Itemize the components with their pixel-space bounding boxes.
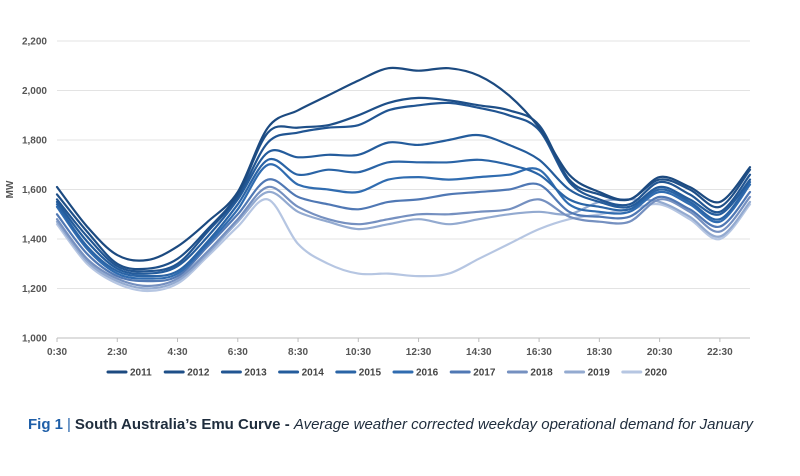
y-tick-label: 1,200 (22, 284, 47, 295)
series-line-2013 (55, 101, 752, 273)
grid-lines (57, 40, 750, 339)
legend-label-2012: 2012 (187, 368, 210, 379)
x-tick-label: 10:30 (346, 347, 372, 358)
x-tick-label: 14:30 (466, 347, 492, 358)
legend-label-2020: 2020 (645, 368, 668, 379)
series-line-2017 (55, 178, 752, 283)
legend: 2011 2012 2013 2014 2015 2016 2017 2018 2019 2020 (106, 368, 668, 379)
series-line-2018 (55, 185, 752, 288)
series-line-2020 (55, 198, 752, 293)
y-tick-label: 2,200 (22, 37, 47, 48)
emu-curve-chart: 1,000 1,200 1,400 1,600 1,800 2,000 2,200 MW 0:3… (5, 37, 752, 379)
y-tick-label: 1,800 (22, 136, 47, 147)
x-tick-label: 2:30 (107, 347, 127, 358)
series-line-2011 (55, 66, 752, 262)
legend-label-2014: 2014 (302, 368, 325, 379)
y-tick-label: 2,000 (22, 86, 47, 97)
series-line-2014 (55, 133, 752, 275)
caption-title: South Australia’s Emu Curve - (74, 416, 290, 433)
y-tick-label: 1,400 (22, 235, 47, 246)
axes: 1,000 1,200 1,400 1,600 1,800 2,000 2,200 MW 0:3… (5, 37, 733, 359)
x-tick-label: 0:30 (47, 347, 67, 358)
series-lines (55, 66, 752, 293)
series-line-2015 (55, 157, 752, 278)
x-tick-label: 20:30 (647, 347, 673, 358)
y-tick-label: 1,600 (22, 185, 47, 196)
legend-label-2013: 2013 (244, 368, 267, 379)
x-tick-label: 4:30 (168, 347, 188, 358)
figure-caption: Fig 1 | South Australia’s Emu Curve - Aver… (28, 416, 788, 433)
legend-label-2019: 2019 (588, 368, 611, 379)
x-tick-label: 8:30 (288, 347, 308, 358)
caption-separator: | (67, 416, 71, 433)
legend-label-2018: 2018 (530, 368, 553, 379)
legend-label-2016: 2016 (416, 368, 439, 379)
figure-label: Fig 1 (28, 416, 64, 433)
x-tick-label: 22:30 (707, 347, 733, 358)
y-axis-label: MW (5, 180, 16, 198)
caption-subtitle: Average weather corrected weekday operat… (293, 416, 754, 433)
legend-label-2017: 2017 (473, 368, 496, 379)
series-line-2016 (55, 163, 752, 280)
legend-label-2011: 2011 (130, 368, 152, 379)
series-line-2012 (55, 96, 752, 271)
x-tick-label: 6:30 (228, 347, 248, 358)
legend-label-2015: 2015 (359, 368, 382, 379)
y-tick-label: 1,000 (22, 334, 47, 345)
x-tick-label: 18:30 (587, 347, 613, 358)
x-tick-label: 16:30 (526, 347, 552, 358)
x-tick-label: 12:30 (406, 347, 432, 358)
